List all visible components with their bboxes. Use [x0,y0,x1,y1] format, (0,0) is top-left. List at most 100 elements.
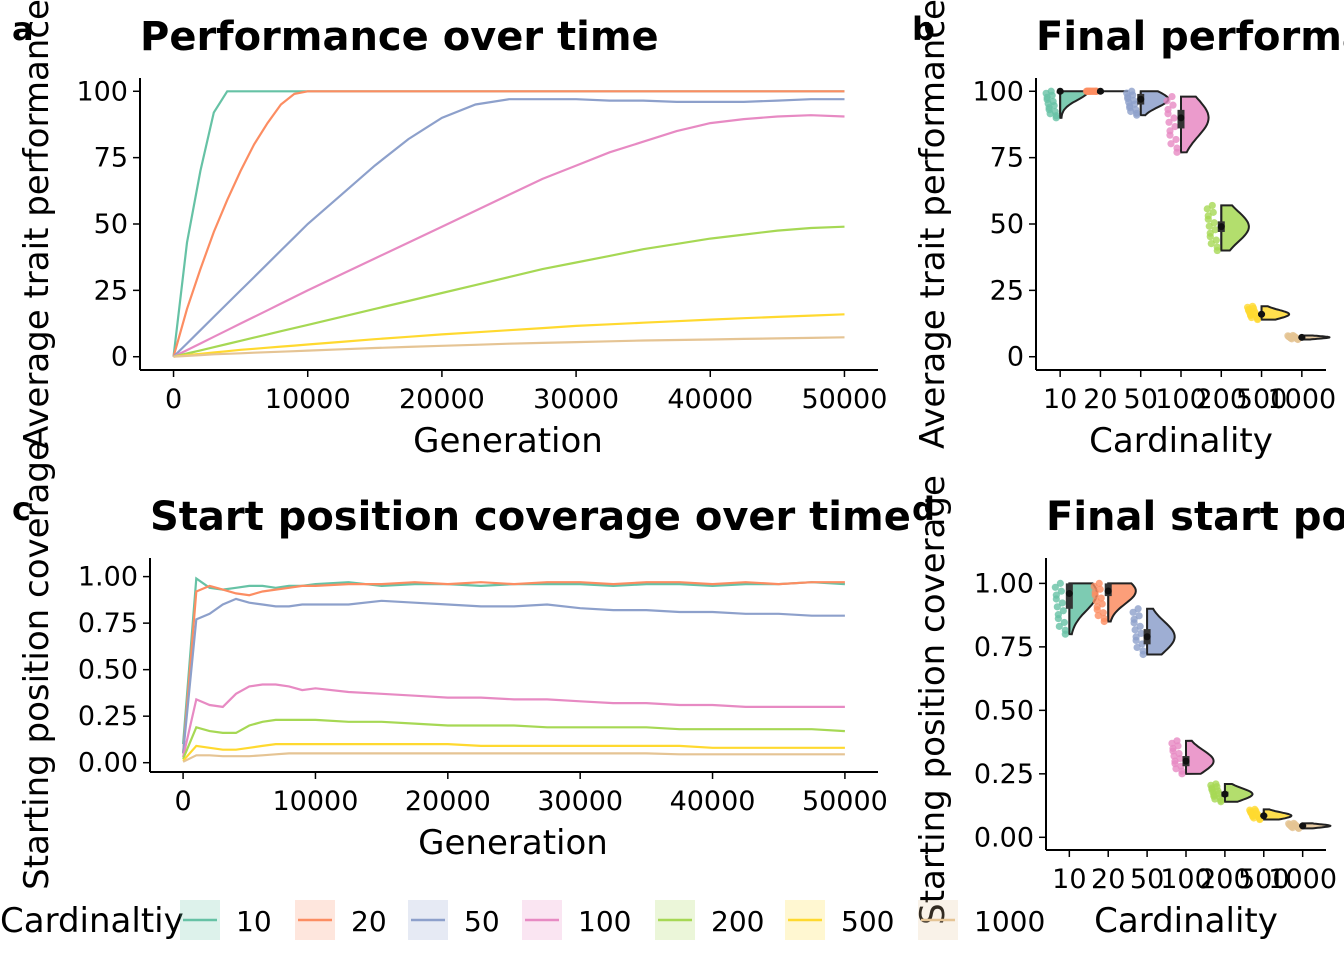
panel-b-point-100 [1172,135,1180,144]
panel-d-median-500 [1260,812,1268,820]
panel-a-x-tick-label: 0 [165,384,182,415]
panel-d-violin-50 [1146,607,1176,656]
panel-d-point-20 [1100,614,1108,623]
panel-a-y-tick-label: 50 [94,209,128,240]
panel-d-point-100 [1169,744,1177,753]
panel-a-series-500 [173,313,845,358]
panel-d-point-200 [1208,784,1216,792]
legend-label-100: 100 [578,905,631,938]
panel-d-median-20 [1104,587,1112,595]
panel-d-x-tick-label: 1000 [1268,864,1337,895]
panel-d-y-tick-label: 1.00 [974,568,1034,599]
panel-a-ylabel: Average trait performance [17,0,57,449]
panel-d-point-50 [1137,629,1145,637]
panel-d-median-200 [1221,790,1229,798]
panel-d-point-10 [1061,626,1069,634]
panel-d-point-10 [1051,583,1059,591]
panel-b-median-200 [1217,223,1225,231]
panel-b-y-tick-label: 100 [972,76,1024,107]
panel-b-violin-500 [1260,305,1291,321]
panel-d-ylabel: Starting position coverage [913,475,953,925]
panel-c-xlabel: Generation [418,823,608,863]
panel-d-point-50 [1129,608,1137,616]
legend-label-20: 20 [351,905,387,938]
legend-label-500: 500 [841,905,894,938]
panel-b-point-100 [1164,105,1172,114]
panel-c-series-1000 [182,752,845,763]
panel-d-median-100 [1182,757,1190,765]
panel-c-y-tick-label: 0.50 [78,655,138,686]
panel-c-x-tick-label: 40000 [670,786,756,817]
panel-b-point-200 [1207,240,1215,248]
panel-b-point-20 [1085,87,1094,95]
panel-b-violin-100 [1180,95,1210,154]
panel-a-x-tick-label: 50000 [802,384,888,415]
panel-b-point-200 [1208,201,1216,210]
panel-d-point-50 [1139,647,1147,655]
panel-b-violin-10 [1059,90,1089,119]
panel-b-point-10 [1043,93,1051,101]
panel-a-series-1000 [173,336,845,358]
panel-d-point-20 [1092,597,1100,605]
panel-b-point-100 [1166,127,1174,135]
panel-b-x-tick-label: 200 [1196,384,1248,415]
panel-c-label: c [12,490,31,528]
panel-d-median-10 [1065,590,1073,598]
panel-d-point-10 [1055,622,1063,630]
panel-d-violin-200 [1223,782,1254,803]
panel-d-point-10 [1056,579,1064,587]
panel-d-point-200 [1217,796,1225,804]
panel-c-series-10 [182,576,845,745]
panel-b-median-20 [1096,87,1104,95]
panel-b-y-tick-label: 50 [990,209,1024,240]
panel-b-point-50 [1126,102,1134,110]
panel-b-y-tick-label: 75 [990,143,1024,174]
panel-b-x-tick-label: 1000 [1267,384,1336,415]
panel-c-title: Start position coverage over time [150,494,911,540]
panel-d-x-tick-label: 100 [1160,864,1212,895]
panel-b-point-10 [1052,112,1060,120]
panel-c-x-tick-label: 30000 [537,786,623,817]
panel-b-median-10 [1056,87,1064,95]
panel-d-xlabel: Cardinality [1094,901,1278,941]
panel-c-series-20 [182,581,845,754]
panel-a-y-tick-label: 100 [76,76,128,107]
panel-b-point-200 [1210,219,1218,227]
panel-b-point-50 [1133,109,1141,117]
panel-c-x-tick-label: 20000 [405,786,491,817]
legend: Cardinaltiy 10 20 50 100 200 500 1000 [0,900,1045,941]
panel-c-x-tick-label: 50000 [802,786,888,817]
panel-b-point-100 [1171,122,1179,131]
legend-label-1000: 1000 [974,905,1045,938]
panel-d-point-10 [1060,618,1068,627]
panel-b-y-tick-label: 25 [990,275,1024,306]
panel-d-point-50 [1130,615,1138,623]
panel-b-point-10 [1046,110,1054,118]
panel-a-y-tick-label: 75 [94,143,128,174]
panel-d-point-10 [1058,599,1066,607]
panel-c-ylabel: Starting position coverage [17,440,57,890]
panel-c-series-50 [182,597,845,754]
panel-b-point-50 [1124,93,1132,101]
legend-label-10: 10 [236,905,272,938]
panel-a-x-tick-label: 30000 [533,384,619,415]
panel-d-point-10 [1054,611,1062,619]
panel-b-point-200 [1211,226,1219,234]
panel-b-label: b [912,10,935,48]
panel-b-point-200 [1203,205,1211,213]
panel-d-point-20 [1091,588,1099,596]
panel-c-series-500 [182,742,845,762]
panel-d-point-100 [1178,767,1186,775]
panel-b-x-tick-label: 500 [1236,384,1288,415]
panel-b-title: Final performance [1036,14,1344,60]
panel-c-y-tick-label: 0.25 [78,701,138,732]
panel-d-x-tick-label: 20 [1091,864,1125,895]
panel-b-median-50 [1137,95,1145,103]
panel-b-x-tick-label: 20 [1083,384,1117,415]
panel-a-plot-area: 0 25 50 75 100 0 10000 20000 30000 40000 50000 [76,76,887,415]
panel-d-x-tick-label: 200 [1199,864,1251,895]
panel-d-point-50 [1134,605,1142,613]
panel-b-point-100 [1173,144,1181,152]
panel-c-series-200 [182,718,845,760]
panel-d-point-20 [1094,612,1102,620]
